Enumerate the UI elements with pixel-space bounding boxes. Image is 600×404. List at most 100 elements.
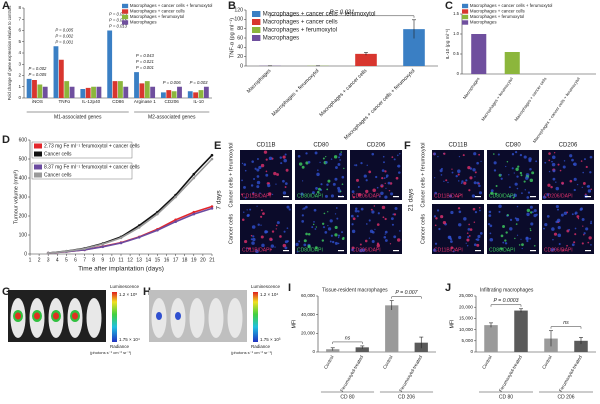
stain-signal (330, 234, 333, 237)
legend-label: Macrophages + ferumoxytol (263, 28, 337, 34)
stain-signal (571, 213, 574, 216)
legend-swatch (122, 14, 129, 20)
stain-signal (284, 186, 287, 188)
stain-signal (341, 183, 344, 186)
stain-signal (382, 216, 385, 219)
stain-signal (301, 180, 304, 182)
marker (174, 195, 177, 199)
marker (174, 220, 177, 223)
stain-signal (587, 189, 592, 193)
stain-signal (515, 223, 518, 225)
stain-signal (332, 182, 336, 186)
stain-signal (457, 169, 461, 173)
stain-signal (396, 238, 401, 242)
stain-signal (493, 169, 497, 172)
marker (210, 207, 214, 210)
stain-signal (271, 193, 274, 196)
stain-signal (374, 228, 376, 230)
stain-signal (256, 180, 261, 185)
stain-signal (253, 177, 256, 181)
x-tick-label: 4 (56, 257, 59, 263)
stain-label: CD206/DAPI (544, 193, 573, 199)
stain-signal (341, 231, 344, 234)
stain-signal (305, 232, 308, 236)
x-tick-label: 2 (38, 257, 41, 263)
y-tick-label: 2 (18, 73, 21, 78)
y-tick-label: 600 (19, 137, 28, 143)
stain-signal (473, 152, 477, 156)
stain-signal (443, 152, 446, 155)
stain-signal (249, 208, 252, 211)
stain-signal (550, 248, 554, 252)
stain-signal (283, 158, 287, 163)
stain-signal (351, 223, 354, 226)
scale-bar (585, 250, 591, 252)
significance-bracket (332, 341, 363, 344)
bar (471, 34, 487, 74)
stain-signal (553, 232, 558, 236)
stain-signal (588, 236, 592, 240)
stain-signal (360, 161, 363, 165)
stain-signal (282, 155, 286, 159)
stain-signal (275, 228, 277, 230)
stain-signal (494, 192, 498, 195)
stain-signal (547, 183, 551, 187)
stain-signal (337, 236, 340, 239)
stain-signal (314, 151, 318, 155)
stain-signal (376, 243, 380, 248)
stain-signal (241, 218, 245, 221)
time-label: 7 days (216, 190, 223, 210)
x-tick-label: 8 (92, 257, 95, 263)
stain-label: CD80/DAPI (297, 193, 323, 199)
stain-signal (271, 230, 275, 233)
y-axis-label: IL-10 (pg ml⁻¹) (445, 28, 450, 59)
legend-label: Macrophages + cancer cells + ferumoxytol (470, 3, 553, 8)
stain-signal (330, 194, 334, 198)
stain-signal (490, 191, 494, 195)
stain-signal (502, 241, 505, 244)
stain-signal (391, 223, 394, 226)
stain-signal (506, 161, 509, 163)
stain-signal (509, 218, 513, 222)
radiance-label: Radiance (110, 344, 130, 349)
group-label: M2-associated genes (148, 114, 196, 120)
stain-signal (302, 208, 304, 210)
stain-signal (472, 207, 476, 211)
legend-swatch (252, 11, 261, 17)
stain-signal (495, 185, 498, 187)
stain-signal (339, 152, 342, 156)
stain-signal (383, 235, 387, 239)
stain-signal (342, 236, 345, 239)
stain-signal (391, 156, 394, 159)
radiance-units: (photons s⁻¹ cm⁻² sr⁻¹) (231, 350, 273, 355)
stain-signal (562, 249, 565, 252)
signal (72, 312, 78, 320)
scale-bar (475, 250, 481, 252)
row-label: Cancer cells (228, 214, 234, 245)
legend-label: Macrophages + cancer cells (263, 20, 338, 26)
y-tick-label: 60 (237, 35, 243, 41)
stain-signal (471, 194, 476, 198)
stain-signal (461, 180, 464, 183)
stain-signal (434, 224, 437, 227)
stain-signal (286, 227, 289, 229)
stain-signal (543, 227, 545, 230)
stain-signal (252, 191, 255, 194)
bar (139, 83, 145, 98)
stain-signal (460, 182, 463, 184)
stain-signal (472, 168, 476, 172)
x-tick-label: 9 (101, 257, 104, 263)
stain-signal (433, 152, 437, 156)
legend-swatch (34, 143, 42, 149)
stain-signal (489, 232, 492, 235)
stain-signal (382, 155, 385, 158)
stain-signal (324, 231, 328, 234)
mouse (208, 298, 224, 338)
stain-signal (516, 187, 519, 190)
stain-signal (434, 242, 438, 245)
y-tick-label: 20 (237, 54, 243, 60)
stain-signal (270, 248, 272, 251)
stain-signal (458, 210, 462, 214)
x-tick-label: 11 (118, 257, 123, 263)
